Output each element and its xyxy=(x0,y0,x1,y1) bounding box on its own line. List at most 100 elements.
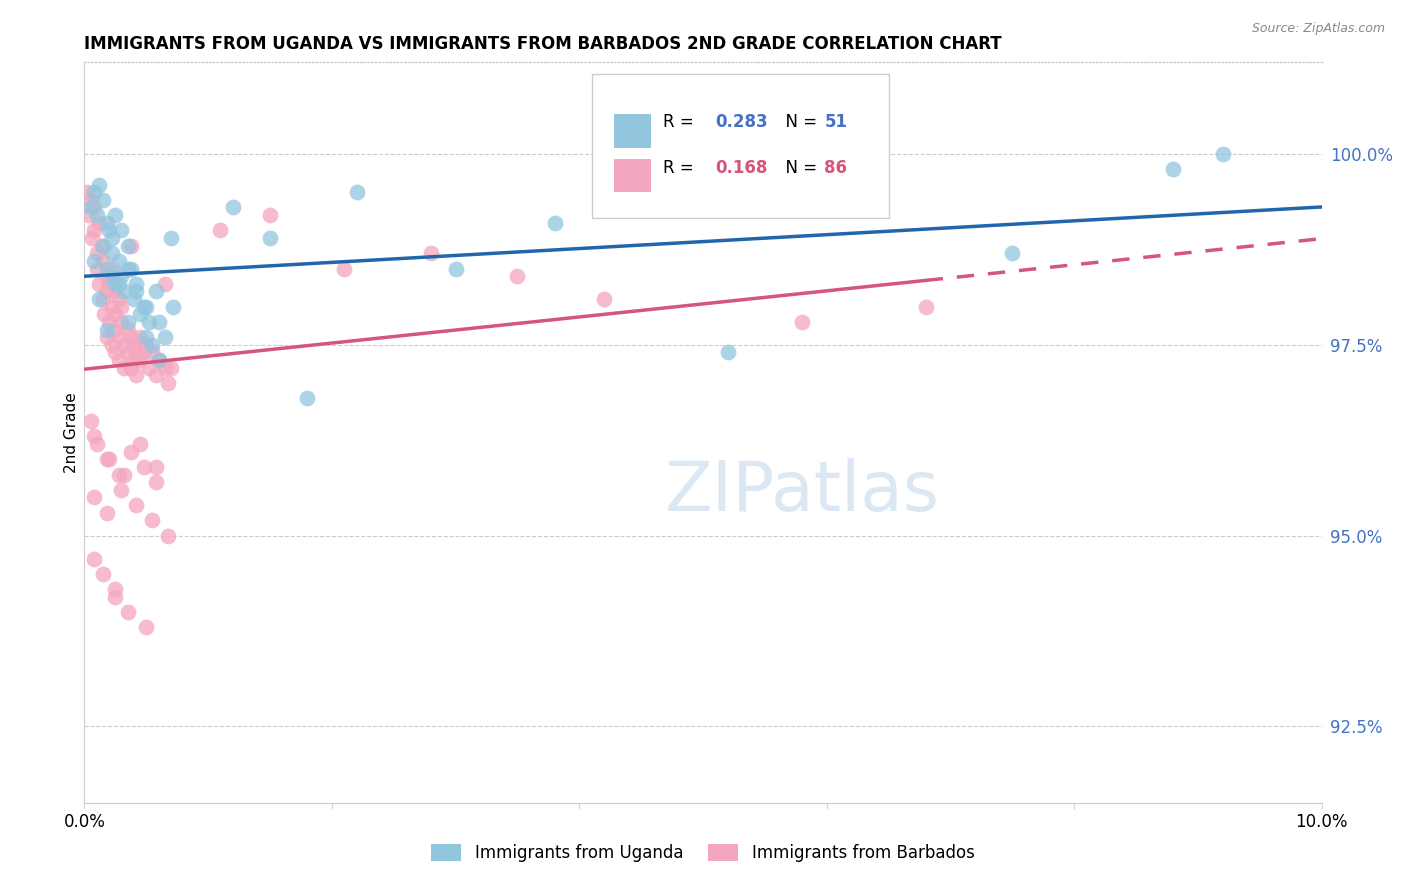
Point xyxy=(141,513,163,527)
Point xyxy=(83,223,105,237)
Legend: Immigrants from Uganda, Immigrants from Barbados: Immigrants from Uganda, Immigrants from … xyxy=(425,837,981,869)
Point xyxy=(108,353,131,368)
Point xyxy=(120,360,142,375)
Point xyxy=(86,261,108,276)
Point xyxy=(122,338,145,352)
Point xyxy=(79,201,101,215)
Text: 0.283: 0.283 xyxy=(716,112,768,131)
Text: N =: N = xyxy=(775,112,823,131)
Point xyxy=(117,345,139,359)
Point xyxy=(100,246,122,260)
Point xyxy=(96,269,118,284)
Point xyxy=(157,376,180,390)
Point xyxy=(100,300,122,314)
Point xyxy=(1001,246,1024,260)
Point xyxy=(89,277,111,291)
Point xyxy=(157,529,180,543)
Point xyxy=(98,277,121,291)
Point xyxy=(125,285,148,299)
Point xyxy=(110,315,132,329)
Point xyxy=(135,620,157,634)
Point xyxy=(108,277,131,291)
Point xyxy=(110,223,132,237)
Point xyxy=(93,307,115,321)
Point xyxy=(104,208,127,222)
Point xyxy=(790,315,813,329)
Point xyxy=(79,208,101,222)
Point xyxy=(110,483,132,497)
Point xyxy=(86,437,108,451)
Point xyxy=(89,216,111,230)
Point xyxy=(141,345,163,359)
FancyBboxPatch shape xyxy=(592,73,889,218)
Text: 86: 86 xyxy=(824,159,848,177)
Point xyxy=(120,261,142,276)
Point xyxy=(76,185,98,199)
Point xyxy=(98,452,121,467)
Point xyxy=(1212,147,1234,161)
Point xyxy=(222,201,245,215)
Point xyxy=(110,269,132,284)
Point xyxy=(80,231,103,245)
Text: R =: R = xyxy=(664,112,699,131)
Point xyxy=(96,261,118,276)
Point xyxy=(117,238,139,252)
Point xyxy=(104,345,127,359)
Point xyxy=(1161,162,1184,177)
Y-axis label: 2nd Grade: 2nd Grade xyxy=(63,392,79,473)
Point xyxy=(86,208,108,222)
Point xyxy=(153,360,176,375)
Point xyxy=(117,315,139,329)
Point xyxy=(295,391,318,405)
Point xyxy=(91,193,114,207)
Point xyxy=(108,330,131,344)
Point xyxy=(259,231,281,245)
Point xyxy=(86,246,108,260)
Point xyxy=(117,322,139,336)
Point xyxy=(132,300,155,314)
Point xyxy=(117,605,139,619)
Point xyxy=(120,444,142,458)
Text: Source: ZipAtlas.com: Source: ZipAtlas.com xyxy=(1251,22,1385,36)
Point xyxy=(100,338,122,352)
Point xyxy=(104,285,127,299)
Text: R =: R = xyxy=(664,159,699,177)
Point xyxy=(346,185,368,199)
Point xyxy=(145,285,167,299)
Point xyxy=(96,285,118,299)
Point xyxy=(148,353,170,368)
Point xyxy=(120,330,142,344)
Point xyxy=(153,277,176,291)
Point xyxy=(145,368,167,383)
Point xyxy=(98,223,121,237)
Point xyxy=(160,231,183,245)
Point xyxy=(162,300,184,314)
Point xyxy=(104,277,127,291)
Point xyxy=(112,338,135,352)
Point xyxy=(125,498,148,512)
Point xyxy=(104,307,127,321)
Point xyxy=(83,185,105,199)
Text: ZIPatlas: ZIPatlas xyxy=(665,458,939,525)
Point xyxy=(103,322,125,336)
Point xyxy=(96,506,118,520)
Point xyxy=(129,353,152,368)
Point xyxy=(91,566,114,581)
Point xyxy=(129,307,152,321)
Point xyxy=(125,345,148,359)
Point xyxy=(117,261,139,276)
Point xyxy=(125,277,148,291)
Point xyxy=(333,261,356,276)
Point xyxy=(148,353,170,368)
Point xyxy=(593,292,616,306)
Point xyxy=(112,467,135,482)
Point xyxy=(129,330,152,344)
Point xyxy=(108,292,131,306)
Point xyxy=(717,345,740,359)
Bar xyxy=(614,159,651,192)
Point xyxy=(259,208,281,222)
Point xyxy=(108,467,131,482)
Point xyxy=(120,238,142,252)
Point xyxy=(96,330,118,344)
Point xyxy=(100,231,122,245)
